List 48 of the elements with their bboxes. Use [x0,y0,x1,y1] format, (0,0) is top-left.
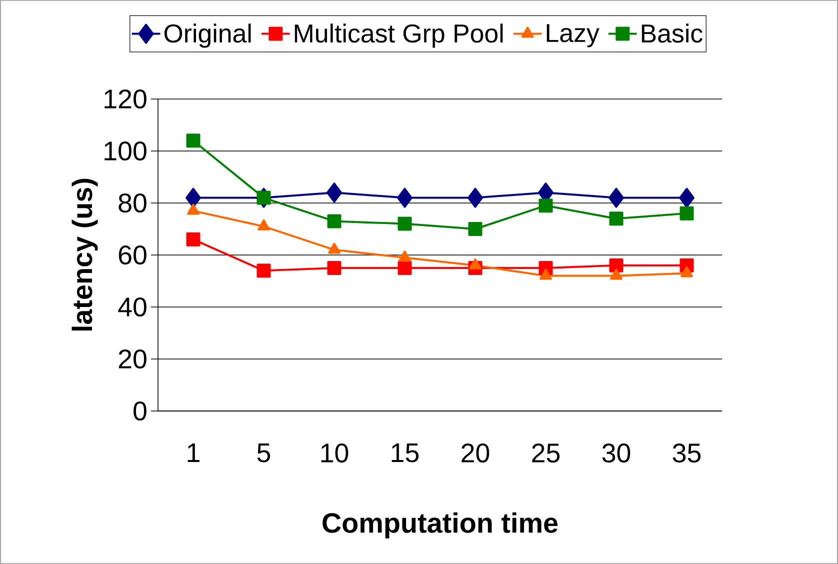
x-tick-label: 30 [602,444,630,463]
point [468,222,482,236]
x-tick-label: 10 [321,444,348,463]
point [327,261,342,275]
point [468,188,484,208]
y-axis-title: latency (us) [72,178,98,331]
x-axis-title: Computation time [322,512,558,538]
y-tick-label: 40 [118,297,146,317]
legend-label: Original [164,24,251,48]
legend-label: Basic [642,24,702,43]
point [186,134,200,148]
x-tick-label: 20 [462,444,490,463]
point [398,261,412,275]
x-tick-label: 35 [672,444,701,463]
point [186,188,201,208]
x-tick-label: 15 [392,444,419,462]
y-tick-label: 100 [104,141,146,161]
point [187,204,200,215]
point [398,250,411,262]
y-tick-label: 120 [104,89,146,109]
legend-label: Multicast Grp Pool [294,24,503,48]
x-tick-label: 1 [188,444,200,462]
point [326,182,342,203]
point [610,268,622,280]
point [256,264,271,278]
point [540,268,552,280]
point [258,219,270,230]
x-tick-label: 25 [532,444,560,463]
point [609,258,624,272]
point [680,266,693,278]
point [186,232,200,246]
point [398,216,412,231]
y-tick-label: 0 [134,401,146,421]
x-tick-label: 5 [257,444,270,462]
point [538,198,553,213]
point [327,214,342,228]
point [679,188,695,208]
point [680,206,694,220]
y-tick-label: 20 [118,349,146,369]
y-tick-label: 60 [118,245,146,265]
legend-label: Lazy [546,24,600,48]
y-tick-label: 80 [118,193,146,213]
point [328,242,340,254]
point [608,188,624,208]
point [609,212,624,226]
point [397,188,413,208]
point [469,258,482,270]
point [256,190,271,205]
